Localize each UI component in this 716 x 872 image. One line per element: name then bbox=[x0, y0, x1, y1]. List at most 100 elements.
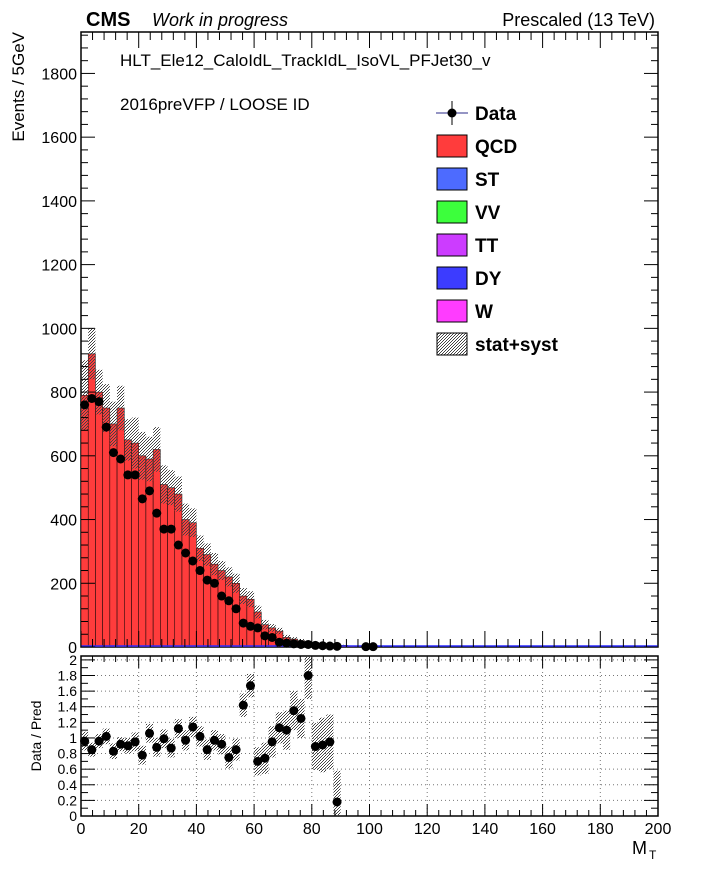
ratio-point bbox=[159, 734, 169, 744]
legend-label: QCD bbox=[475, 137, 517, 158]
data-point bbox=[152, 508, 162, 518]
ratio-point bbox=[238, 700, 248, 710]
ratio-plot-content bbox=[80, 656, 658, 816]
data-point bbox=[253, 623, 263, 633]
ratio-point bbox=[116, 739, 126, 749]
uncertainty-band bbox=[167, 470, 175, 506]
legend-label: DY bbox=[475, 269, 502, 290]
uncertainty-band bbox=[174, 476, 182, 512]
qcd-bar bbox=[116, 407, 125, 648]
main-y-tick-label: 1000 bbox=[41, 321, 77, 338]
qcd-bar bbox=[203, 554, 212, 648]
ratio-point bbox=[217, 739, 227, 749]
legend-swatch-st bbox=[436, 167, 468, 191]
data-point bbox=[166, 524, 176, 534]
uncertainty-band bbox=[95, 369, 103, 415]
qcd-bar bbox=[174, 493, 183, 648]
ratio-point bbox=[310, 742, 320, 752]
data-point bbox=[303, 639, 313, 649]
data-point bbox=[245, 621, 255, 631]
uncertainty-band bbox=[225, 567, 233, 587]
ratio-point bbox=[94, 736, 104, 746]
data-point bbox=[188, 556, 198, 566]
ratio-y-tick-label: 0.2 bbox=[58, 792, 78, 808]
ratio-point bbox=[202, 745, 212, 755]
data-point bbox=[368, 642, 378, 652]
ratio-panel: 00.20.40.60.811.21.41.61.820 20 40 60 80 100 1… bbox=[28, 652, 671, 862]
ratio-point bbox=[296, 713, 306, 723]
ratio-point bbox=[181, 735, 191, 745]
x-tick-label: 140 bbox=[472, 821, 499, 838]
ratio-point bbox=[123, 741, 133, 751]
ratio-point bbox=[87, 745, 97, 755]
ratio-point bbox=[231, 745, 241, 755]
legend-swatch-dy bbox=[436, 266, 468, 290]
x-tick-label: 200 bbox=[645, 821, 672, 838]
cms-label: CMS bbox=[86, 9, 130, 31]
data-point bbox=[123, 470, 133, 480]
main-y-tick-label: 1800 bbox=[41, 66, 77, 83]
uncertainty-band bbox=[290, 637, 298, 641]
main-y-tick-label: 200 bbox=[50, 576, 77, 593]
data-point bbox=[224, 596, 234, 606]
ratio-point bbox=[173, 724, 183, 734]
data-point bbox=[87, 393, 97, 403]
qcd-bar bbox=[160, 484, 168, 648]
legend-swatch-w bbox=[436, 299, 468, 323]
data-point bbox=[173, 540, 183, 550]
uncertainty-band bbox=[109, 401, 118, 447]
x-tick-label: 160 bbox=[529, 821, 556, 838]
uncertainty-band bbox=[181, 503, 190, 536]
uncertainty-band bbox=[210, 552, 219, 576]
main-panel: 0 200 400 600 800 1000 1200 1400 1600 1800 HLT_El… bbox=[9, 31, 659, 657]
ratio-y-tick-label: 1.6 bbox=[58, 683, 78, 699]
uncertainty-band bbox=[81, 360, 89, 431]
ratio-point bbox=[274, 723, 284, 733]
ratio-point bbox=[253, 756, 263, 766]
legend-swatch-tt bbox=[436, 233, 468, 257]
data-point bbox=[296, 639, 306, 649]
ratio-y-tick-label: 2 bbox=[69, 652, 77, 668]
ratio-point bbox=[101, 731, 111, 741]
legend-label: ST bbox=[475, 170, 500, 191]
data-point bbox=[101, 422, 111, 432]
legend-data-marker bbox=[447, 108, 457, 118]
uncertainty-band bbox=[145, 436, 154, 482]
uncertainty-band bbox=[275, 627, 283, 635]
legend-hatch-swatch bbox=[436, 332, 468, 356]
data-point bbox=[108, 448, 118, 458]
uncertainty-band bbox=[131, 417, 139, 469]
legend-label: stat+syst bbox=[475, 335, 559, 356]
data-point bbox=[310, 640, 320, 650]
ratio-y-tick-label: 0.8 bbox=[58, 746, 78, 762]
uncertainty-band bbox=[218, 560, 226, 581]
main-y-tick-label: 600 bbox=[50, 449, 77, 466]
main-y-tick-label: 0 bbox=[68, 640, 77, 657]
main-y-tick-label: 1600 bbox=[41, 130, 77, 147]
ratio-y-tick-label: 1.8 bbox=[58, 668, 78, 684]
uncertainty-band bbox=[160, 465, 168, 504]
data-point bbox=[217, 591, 227, 601]
uncertainty-band bbox=[189, 508, 197, 538]
qcd-bar bbox=[102, 407, 111, 648]
ratio-point bbox=[325, 737, 335, 747]
x-tick-label: 0 bbox=[77, 821, 86, 838]
legend-swatch-qcd bbox=[436, 134, 468, 158]
qcd-bar bbox=[217, 570, 226, 648]
selection-annotation: 2016preVFP / LOOSE ID bbox=[120, 95, 310, 114]
main-y-tick-label: 800 bbox=[50, 385, 77, 402]
main-y-tick-label: 1200 bbox=[41, 258, 77, 275]
x-axis-label-subscript: T bbox=[649, 848, 657, 862]
x-tick-label: 20 bbox=[130, 821, 148, 838]
ratio-point bbox=[245, 681, 255, 691]
uncertainty-band bbox=[88, 328, 96, 380]
ratio-point bbox=[282, 725, 292, 735]
data-point bbox=[145, 486, 155, 496]
data-point bbox=[116, 454, 126, 464]
ratio-point bbox=[108, 746, 118, 756]
data-point bbox=[332, 641, 342, 651]
qcd-bar bbox=[225, 576, 233, 648]
x-axis-title: M T bbox=[632, 838, 657, 862]
qcd-bar bbox=[181, 519, 190, 648]
data-point bbox=[325, 641, 335, 651]
